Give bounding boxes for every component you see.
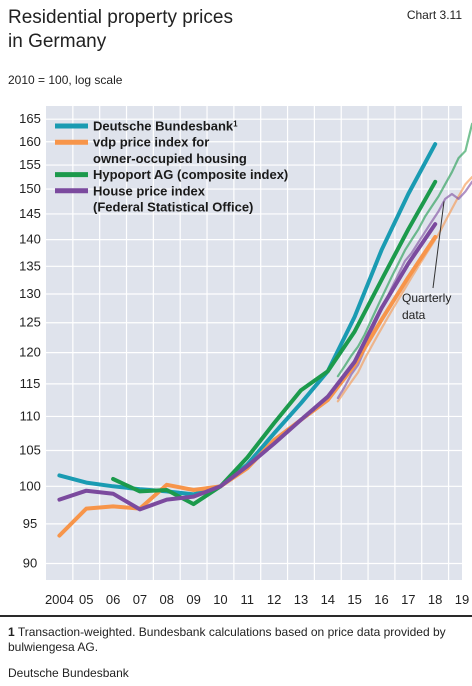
footer-divider [0, 615, 472, 617]
series-3-annual-line [57, 222, 438, 512]
y-tick-label-135: 135 [19, 258, 41, 273]
x-tick-label-14: 14 [321, 592, 335, 607]
x-tick-label-18: 18 [428, 592, 442, 607]
y-tick-label-165: 165 [19, 111, 41, 126]
y-tick-label-115: 115 [20, 376, 41, 391]
x-tick-label-10: 10 [213, 592, 227, 607]
series-2-quarterly-line [336, 122, 472, 378]
y-tick-label-110: 110 [20, 408, 41, 423]
series-2-annual-line [111, 179, 438, 507]
y-tick-label-95: 95 [23, 516, 37, 531]
chart-number: Chart 3.11 [406, 8, 462, 22]
y-tick-label-100: 100 [19, 478, 41, 493]
y-tick-label-155: 155 [19, 157, 41, 172]
x-tick-label-06: 06 [106, 592, 120, 607]
y-axis-ticks: 90 95 100 105 110 115 120 125 130 135 140 145 150 155… [19, 111, 41, 570]
y-tick-label-150: 150 [19, 181, 41, 196]
chart-title: Residential property prices in Germany [8, 6, 338, 54]
y-tick-label-90: 90 [23, 556, 37, 571]
legend-label-3: (Federal Statistical Office) [93, 200, 253, 215]
quarterly-annotation: Quarterly data [402, 201, 451, 322]
footnote-text: Transaction-weighted. Bundesbank calcula… [8, 625, 446, 654]
y-tick-label-125: 125 [19, 315, 41, 330]
x-tick-label-13: 13 [294, 592, 308, 607]
annotation-pointer [432, 201, 445, 289]
x-tick-label-08: 08 [160, 592, 174, 607]
x-tick-label-17: 17 [401, 592, 415, 607]
x-tick-label-07: 07 [133, 592, 147, 607]
x-tick-label-2004: 2004 [45, 592, 74, 607]
series-3-quarterly-line [336, 180, 472, 400]
y-tick-label-140: 140 [19, 232, 41, 247]
x-tick-label-09: 09 [186, 592, 200, 607]
chart-subtitle: 2010 = 100, log scale [8, 73, 123, 87]
x-tick-label-12: 12 [267, 592, 281, 607]
y-tick-label-145: 145 [19, 206, 41, 221]
legend-label-3: House price index [93, 183, 206, 198]
legend-label-2: Hypoport AG (composite index) [93, 167, 288, 182]
plot-background [46, 106, 462, 580]
x-tick-label-11: 11 [241, 592, 255, 607]
x-tick-label-05: 05 [79, 592, 93, 607]
source-note: Deutsche Bundesbank [8, 666, 129, 680]
legend-label-0: Deutsche Bundesbank1 [93, 119, 238, 134]
grid [46, 106, 462, 580]
plot-area: 9095100105110115120125130135140145150155… [19, 106, 472, 607]
legend-footnote-marker: 1 [233, 119, 238, 128]
footnote: 1 Transaction-weighted. Bundesbank calcu… [8, 625, 464, 655]
series-1-quarterly-line [336, 175, 472, 403]
legend-label-1: vdp price index for [93, 135, 209, 150]
chart-title-line1: Residential property prices [8, 7, 233, 28]
y-tick-label-120: 120 [19, 345, 41, 360]
footnote-marker: 1 [8, 625, 15, 639]
chart-title-line2: in Germany [8, 31, 107, 52]
x-tick-label-16: 16 [374, 592, 388, 607]
y-tick-label-105: 105 [19, 443, 41, 458]
x-axis-ticks: 2004 05 06 07 08 09 10 11 12 13 14 15 16 17 18 19 [45, 592, 469, 607]
y-tick-label-160: 160 [19, 134, 41, 149]
annotation-line2: data [402, 308, 426, 322]
y-tick-label-130: 130 [19, 286, 41, 301]
series-lines [57, 122, 472, 538]
annotation-line1: Quarterly [402, 291, 451, 305]
x-tick-label-19: 19 [455, 592, 469, 607]
x-tick-label-15: 15 [347, 592, 361, 607]
legend-label-1: owner-occupied housing [93, 151, 247, 166]
